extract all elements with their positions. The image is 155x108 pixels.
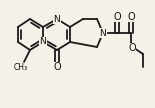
Text: O: O xyxy=(128,43,136,53)
Text: N: N xyxy=(100,29,106,37)
Text: N: N xyxy=(40,37,46,47)
Text: O: O xyxy=(113,12,121,22)
Text: O: O xyxy=(53,62,61,72)
Text: O: O xyxy=(127,12,135,22)
Text: CH₃: CH₃ xyxy=(14,64,28,72)
Text: N: N xyxy=(54,14,60,24)
